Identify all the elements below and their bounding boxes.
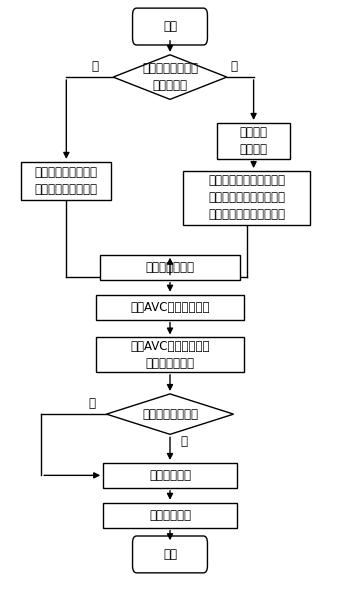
Bar: [97, 337, 243, 372]
Text: 否: 否: [88, 397, 95, 410]
Text: 是: 是: [230, 60, 237, 73]
FancyBboxPatch shape: [133, 8, 207, 45]
Text: 存入虚拟数据库: 存入虚拟数据库: [146, 261, 194, 274]
Bar: [183, 171, 310, 224]
Text: 读入实际电网模型，
量测映射，状态估计: 读入实际电网模型， 量测映射，状态估计: [35, 166, 98, 196]
Text: 建立AVC子站模型参数: 建立AVC子站模型参数: [130, 301, 210, 314]
Text: 网损分析计算: 网损分析计算: [149, 469, 191, 482]
Text: 是: 是: [180, 435, 187, 448]
Bar: [97, 295, 243, 320]
FancyBboxPatch shape: [133, 536, 207, 573]
Text: 建立虚拟
厂站模型: 建立虚拟 厂站模型: [240, 125, 268, 155]
Text: 开始: 开始: [163, 20, 177, 33]
Bar: [217, 123, 290, 158]
Text: 是否进入无功布局
优化子系统: 是否进入无功布局 优化子系统: [142, 62, 198, 92]
Text: 读入实际电网模型和虚拟
厂站模型，通过量测映射
实现模型拼接，状态估计: 读入实际电网模型和虚拟 厂站模型，通过量测映射 实现模型拼接，状态估计: [208, 174, 285, 221]
Text: 结束: 结束: [163, 548, 177, 561]
Polygon shape: [113, 55, 227, 100]
Text: 是否满足调控要求: 是否满足调控要求: [142, 407, 198, 421]
Bar: [103, 463, 237, 488]
Text: 否: 否: [91, 60, 98, 73]
Text: 模拟AVC主站调控指令
并进行电压计算: 模拟AVC主站调控指令 并进行电压计算: [130, 340, 210, 370]
Bar: [100, 255, 240, 280]
Text: 显示校验结果: 显示校验结果: [149, 509, 191, 521]
Bar: [103, 503, 237, 527]
Bar: [21, 162, 112, 200]
Polygon shape: [106, 394, 234, 434]
